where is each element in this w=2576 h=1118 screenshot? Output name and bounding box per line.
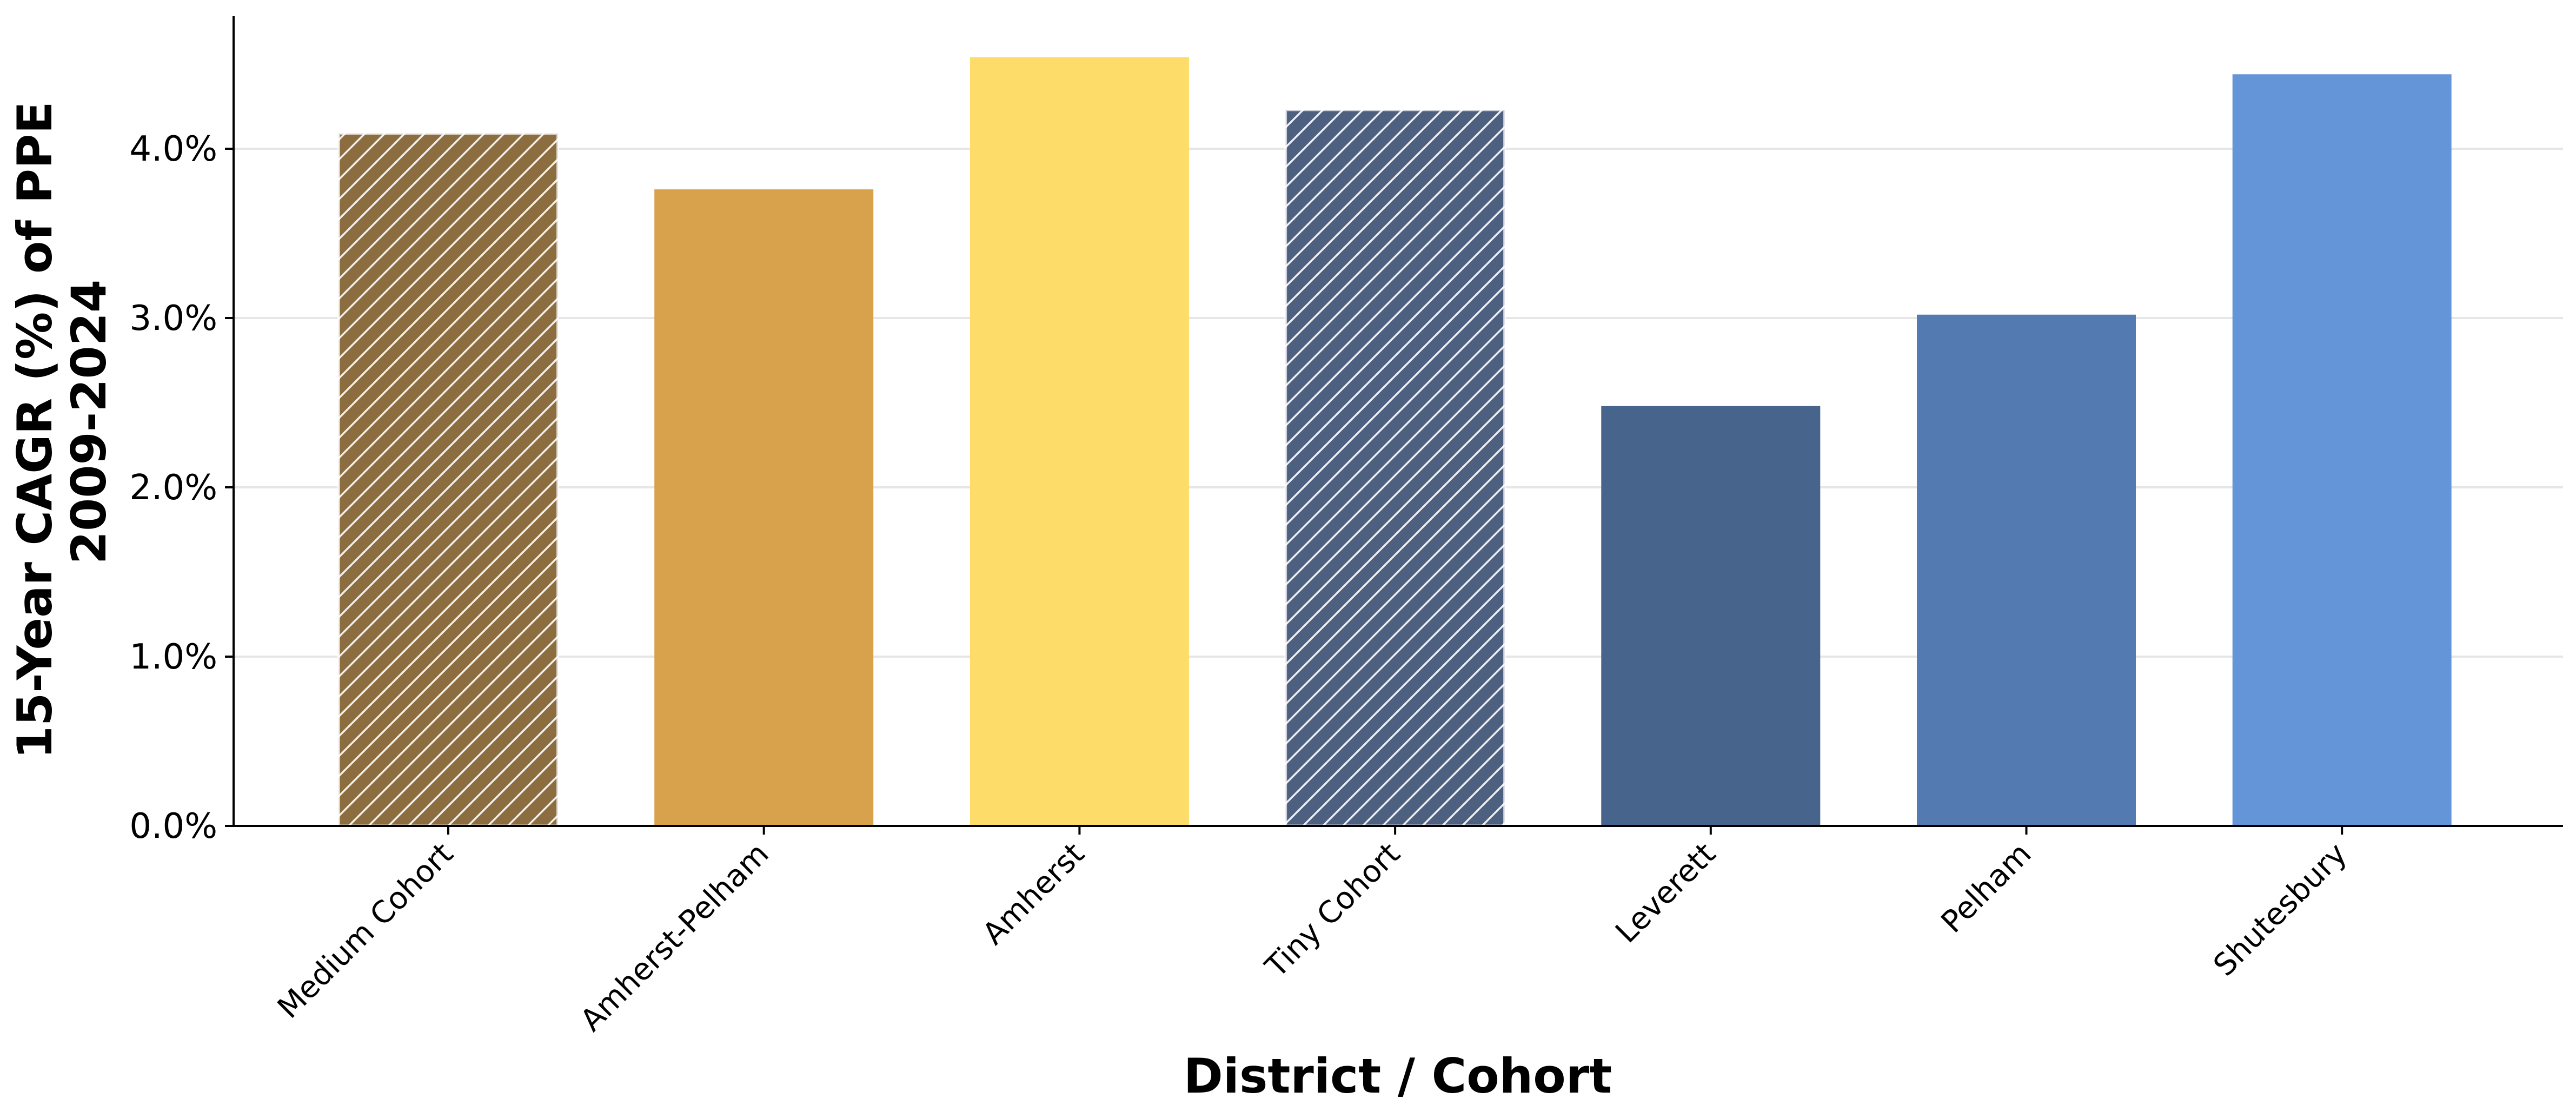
- y-tick-label: 1.0%: [129, 637, 217, 677]
- bar: [1917, 314, 2136, 826]
- y-tick-label: 3.0%: [129, 299, 217, 339]
- x-tick-label: Leverett: [1609, 836, 1722, 950]
- x-ticks: Medium Cohort Amherst-Pelham Amherst Tiny C…: [271, 826, 2354, 1038]
- y-tick-label: 2.0%: [129, 468, 217, 508]
- y-axis-title: 15-Year CAGR (%) of PPE 2009-2024: [7, 85, 117, 759]
- y-axis-title-line-1: 15-Year CAGR (%) of PPE: [7, 101, 63, 759]
- bar: [654, 189, 874, 826]
- x-tick-label: Medium Cohort: [271, 836, 460, 1026]
- axes: [233, 16, 2563, 827]
- bar: [970, 57, 1189, 826]
- bar-hatch: [1284, 108, 1506, 828]
- y-axis-title-line-2: 2009-2024: [61, 280, 117, 564]
- x-axis-title: District / Cohort: [1184, 1048, 1612, 1104]
- x-tick-label: Pelham: [1935, 836, 2039, 940]
- x-tick-label: Amherst: [976, 836, 1092, 952]
- bars: [337, 57, 2452, 828]
- bar: [1601, 406, 1821, 826]
- y-tick-label: 0.0%: [129, 806, 217, 846]
- bar: [2232, 74, 2452, 826]
- x-tick-label: Amherst-Pelham: [574, 836, 776, 1038]
- x-tick-label: Tiny Cohort: [1258, 836, 1407, 985]
- x-tick-label: Shutesbury: [2207, 836, 2354, 983]
- y-ticks: 0.0% 1.0% 2.0% 3.0% 4.0%: [129, 129, 234, 846]
- y-tick-label: 4.0%: [129, 129, 217, 169]
- bar-hatch: [337, 132, 559, 828]
